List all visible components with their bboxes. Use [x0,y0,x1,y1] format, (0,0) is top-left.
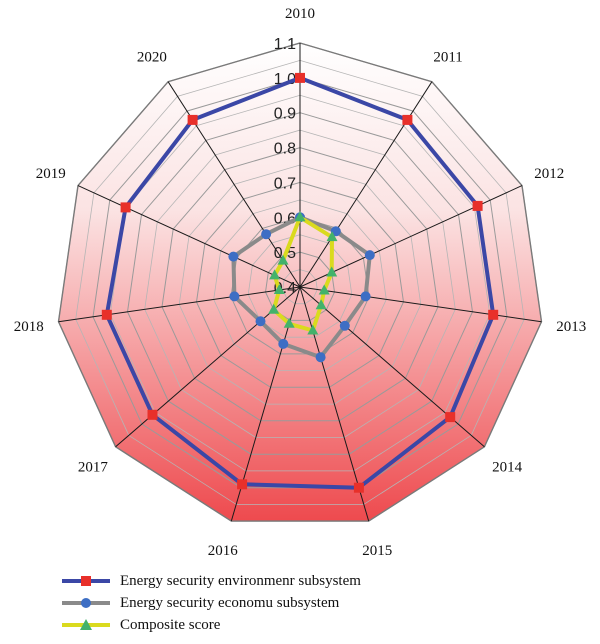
data-point [283,317,295,328]
grid-ring [282,269,318,305]
data-point [326,231,338,242]
data-point [120,202,131,213]
grid-ring [144,129,456,438]
data-point [318,284,330,295]
data-point [294,211,306,222]
series-line-1 [231,215,372,360]
data-point [269,269,281,280]
category-label-2015: 2015 [362,543,392,559]
axis-spoke [299,286,542,323]
category-label-2014: 2014 [492,459,523,475]
legend-label-composite: Composite score [120,616,221,633]
data-point [353,482,364,493]
data-point [229,291,240,302]
category-label-2010: 2010 [285,6,315,22]
data-point [326,266,338,277]
data-point [364,250,375,261]
legend-item-composite: Composite score [60,614,361,636]
grid-ring [126,112,474,455]
data-point [187,114,198,125]
data-point [228,251,239,262]
category-label-2012: 2012 [534,166,564,182]
grid-ring [247,234,353,338]
grid-ring [195,181,405,388]
category-label-2019: 2019 [36,166,66,182]
grid-ring [264,251,336,321]
data-point [307,324,319,335]
data-point [488,309,499,320]
tick-label: 0.9 [274,106,296,123]
tick-label: 0.8 [274,141,296,158]
legend: Energy security environmenr subsystem En… [60,570,361,636]
legend-label-economy: Energy security economu subsystem [120,594,340,611]
axis-spoke [299,286,370,522]
legend-swatch-environment [62,576,110,586]
data-point [360,291,371,302]
data-point [268,303,280,314]
series-line-0 [104,75,496,490]
radar-chart: 0.40.50.60.70.80.91.01.1 201020112012201… [14,6,586,559]
tick-label: 1.1 [274,36,296,53]
grid-ring [75,59,525,505]
legend-item-economy: Energy security economu subsystem [60,592,361,614]
data-point [255,316,266,327]
grid-outer-ring [57,42,543,522]
legend-swatch-economy [62,598,110,608]
data-point [315,352,326,363]
data-point [472,200,483,211]
data-point [295,72,305,83]
category-label-2016: 2016 [208,543,239,559]
data-point [147,409,158,420]
axis-spoke [77,185,301,288]
grid-ring [213,199,387,372]
data-point [273,284,285,294]
category-label-2018: 2018 [14,319,44,335]
axis-spoke [299,185,523,288]
data-point [402,114,413,125]
legend-swatch-composite [62,619,110,630]
tick-label: 0.7 [274,175,296,192]
data-point [261,229,272,240]
grid-ring [178,164,422,405]
data-point [315,299,327,310]
grid-ring [161,147,439,422]
data-point [277,254,289,265]
data-point [445,412,456,423]
category-label-2011: 2011 [433,50,462,66]
category-label-2017: 2017 [78,459,109,475]
axis-spoke [58,286,301,323]
category-label-2013: 2013 [556,319,586,335]
data-point [339,320,350,331]
data-point [278,338,289,349]
category-label-2020: 2020 [137,50,167,66]
legend-item-environment: Energy security environmenr subsystem [60,570,361,592]
data-point [237,479,248,490]
legend-label-environment: Energy security environmenr subsystem [120,572,361,589]
data-point [101,309,112,320]
